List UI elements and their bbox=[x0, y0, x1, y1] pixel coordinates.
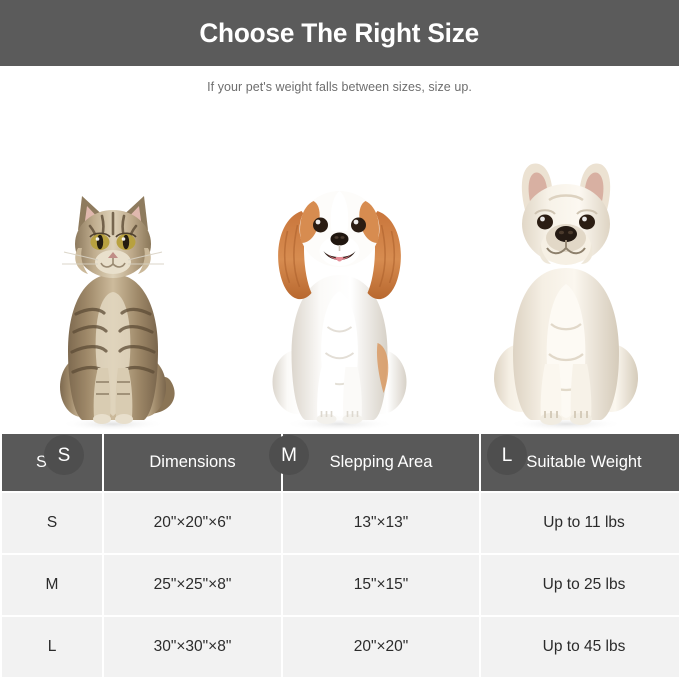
cell-suitable-weight: Up to 11 lbs bbox=[481, 493, 679, 553]
cavalier-spaniel-illustration bbox=[272, 191, 406, 431]
size-chart-table: Size Dimensions Slepping Area Suitable W… bbox=[0, 432, 679, 679]
column-header-dimensions: Dimensions bbox=[104, 434, 281, 491]
header-banner: Choose The Right Size bbox=[0, 0, 679, 66]
cell-size: L bbox=[2, 617, 102, 677]
subtitle-note: If your pet's weight falls between sizes… bbox=[207, 80, 472, 94]
french-bulldog-illustration bbox=[494, 163, 638, 431]
size-badge-s: S bbox=[44, 435, 84, 475]
cell-dimensions: 20"×20"×6" bbox=[104, 493, 281, 553]
table-header-row: Size Dimensions Slepping Area Suitable W… bbox=[2, 434, 679, 491]
page-title: Choose The Right Size bbox=[199, 17, 480, 48]
cell-sleeping-area: 13"×13" bbox=[283, 493, 479, 553]
column-header-sleeping-area: Slepping Area bbox=[283, 434, 479, 491]
pet-photo-large bbox=[453, 110, 679, 432]
cell-dimensions: 30"×30"×8" bbox=[104, 617, 281, 677]
table-row: S 20"×20"×6" 13"×13" Up to 11 lbs bbox=[2, 493, 679, 553]
table-row: M 25"×25"×8" 15"×15" Up to 25 lbs bbox=[2, 555, 679, 615]
tabby-cat-illustration bbox=[60, 196, 175, 431]
pet-photo-medium bbox=[226, 110, 453, 432]
cell-sleeping-area: 15"×15" bbox=[283, 555, 479, 615]
cell-dimensions: 25"×25"×8" bbox=[104, 555, 281, 615]
pet-photo-band: S M L bbox=[0, 110, 679, 475]
cell-size: M bbox=[2, 555, 102, 615]
column-header-suitable-weight: Suitable Weight bbox=[481, 434, 679, 491]
cell-suitable-weight: Up to 45 lbs bbox=[481, 617, 679, 677]
table-row: L 30"×30"×8" 20"×20" Up to 45 lbs bbox=[2, 617, 679, 677]
cell-suitable-weight: Up to 25 lbs bbox=[481, 555, 679, 615]
size-badge-m: M bbox=[269, 435, 309, 475]
pet-photo-small bbox=[0, 110, 226, 432]
cell-size: S bbox=[2, 493, 102, 553]
size-badge-l: L bbox=[487, 435, 527, 475]
cell-sleeping-area: 20"×20" bbox=[283, 617, 479, 677]
